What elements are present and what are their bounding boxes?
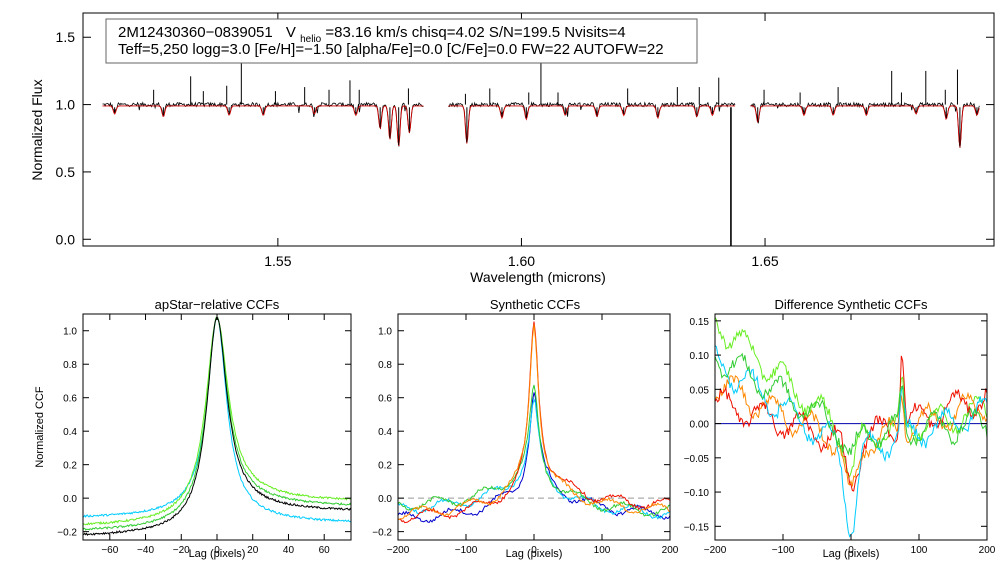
difference-ccf-ytick-label: −0.15: [684, 522, 710, 533]
apstar-ccf-plot-area: [82, 315, 352, 536]
apstar-ccf-ytick-label: 0.4: [63, 427, 77, 438]
difference-ccf-title: Difference Synthetic CCFs: [775, 297, 928, 312]
synthetic-ccf-plot-area: [397, 321, 671, 524]
info-line-1: 2M12430360−0839051 V helio =83.16 km/s c…: [118, 24, 626, 46]
difference-ccf-ytick-label: 0.15: [690, 317, 710, 328]
apstar-ccf-x-ticks: −60 −40 −20 0 20 40 60: [101, 314, 330, 556]
model-spectrum-chip-3: [750, 105, 980, 148]
apstar-ccf-xtick-label: −20: [173, 545, 190, 556]
difference-ccf-line-green: [714, 317, 988, 478]
spectrum-ytick-label: 0.0: [56, 231, 76, 247]
spectrum-y-ticks: 0.0 0.5 1.0 1.5: [56, 29, 994, 247]
spectrum-x-ticks: 1.55 1.60 1.65: [264, 13, 779, 269]
synthetic-ccf-line-green: [397, 384, 671, 517]
info-box: 2M12430360−0839051 V helio =83.16 km/s c…: [105, 18, 698, 64]
apstar-ccf-ytick-label: 0.2: [63, 461, 77, 472]
difference-ccf-ytick-label: 0.05: [690, 385, 710, 396]
spectrum-panel: 1.55 1.60 1.65 0.0 0.5 1.0 1.5 Wavelength (mi…: [29, 12, 995, 285]
apstar-ccf-xtick-label: 20: [247, 545, 259, 556]
apstar-ccf-xtick-label: 40: [283, 545, 295, 556]
synthetic-ccf-frame: [397, 313, 671, 541]
difference-ccf-x-ticks: −200 −100 0 100 200: [704, 314, 996, 556]
apstar-ccf-ytick-label: 0.0: [63, 494, 77, 505]
synthetic-ccf-xtick-label: 200: [662, 545, 679, 556]
difference-ccf-ytick-label: 0.10: [690, 351, 710, 362]
difference-ccf-xtick-label: −200: [704, 545, 727, 556]
synthetic-ccf-xtick-label: 0: [531, 545, 537, 556]
stats-text: =83.16 km/s chisq=4.02 S/N=199.5 Nvisits…: [325, 24, 625, 41]
difference-ccf-x-label: Lag (pixels): [823, 548, 880, 560]
apstar-ccf-xtick-label: −40: [137, 545, 154, 556]
synthetic-ccf-line-red: [397, 321, 671, 524]
difference-ccf-xtick-label: 200: [979, 545, 996, 556]
synthetic-ccf-ytick-label: 0.4: [378, 427, 392, 438]
synthetic-ccf-xtick-label: 100: [594, 545, 611, 556]
apstar-ccf-y-ticks: −0.2 0.0 0.2 0.4 0.6 0.8 1.0: [57, 327, 351, 539]
spectrum-xtick-label: 1.55: [264, 253, 291, 269]
synthetic-ccf-ytick-label: 0.0: [378, 494, 392, 505]
synthetic-ccf-line-cyan: [397, 397, 671, 520]
apstar-ccf-ytick-label: 1.0: [63, 327, 77, 338]
info-line-2: Teff=5,250 logg=3.0 [Fe/H]=−1.50 [alpha/…: [118, 41, 664, 58]
apstar-ccf-x-label: Lag (pixels): [189, 548, 246, 560]
spectrum-x-label: Wavelength (microns): [470, 269, 606, 285]
synthetic-ccf-ytick-label: 0.6: [378, 394, 392, 405]
apstar-ccf-title: apStar−relative CCFs: [155, 297, 280, 312]
apstar-ccf-xtick-label: −60: [101, 545, 118, 556]
synthetic-ccf-ytick-label: −0.2: [372, 528, 392, 539]
apstar-ccf-line-visit2: [82, 316, 352, 526]
synthetic-ccf-title: Synthetic CCFs: [490, 297, 581, 312]
apstar-ccf-line-visit3: [82, 316, 352, 531]
spectrum-xtick-label: 1.65: [751, 253, 778, 269]
apstar-ccf-panel: apStar−relative CCFs −60 −40 −20 0 20 40 60 −0…: [34, 297, 352, 560]
apstar-ccf-ytick-label: 0.8: [63, 360, 77, 371]
synthetic-ccf-xtick-label: −100: [455, 545, 478, 556]
difference-ccf-y-ticks: −0.15 −0.10 −0.05 0.00 0.05 0.10 0.15: [684, 317, 987, 533]
apstar-ccf-line-visit1: [82, 317, 352, 523]
difference-ccf-line-lime: [714, 352, 988, 456]
apstar-ccf-y-label: Normalized CCF: [34, 386, 46, 468]
synthetic-ccf-xtick-label: −200: [387, 545, 410, 556]
synthetic-ccf-ytick-label: 1.0: [378, 327, 392, 338]
apstar-ccf-frame: [82, 313, 352, 541]
spectrum-ytick-label: 1.5: [56, 29, 76, 45]
apstar-ccf-xtick-label: 60: [319, 545, 331, 556]
model-spectrum-chip-1: [102, 105, 424, 146]
synthetic-ccf-panel: Synthetic CCFs −200 −100 0 100 200 −0.2 0.0 0.…: [372, 297, 679, 560]
synthetic-ccf-line-orange: [397, 324, 671, 520]
synthetic-ccf-x-label: Lag (pixels): [506, 548, 563, 560]
spectrum-xtick-label: 1.60: [508, 253, 535, 269]
spectrum-ytick-label: 0.5: [56, 164, 76, 180]
model-spectrum-chip-2: [448, 105, 736, 144]
difference-ccf-ytick-label: −0.05: [684, 454, 710, 465]
v-subscript: helio: [300, 34, 322, 45]
difference-ccf-xtick-label: 0: [848, 545, 854, 556]
difference-ccf-line-cyan: [714, 345, 988, 538]
synthetic-ccf-ytick-label: 0.2: [378, 461, 392, 472]
difference-ccf-panel: Difference Synthetic CCFs −200 −100 0 100 20…: [684, 297, 996, 560]
spectrum-y-label: Normalized Flux: [29, 79, 45, 180]
observed-spectrum-chip-2: [448, 101, 736, 142]
synthetic-ccf-ytick-label: 0.8: [378, 360, 392, 371]
spectrum-ytick-label: 1.0: [56, 97, 76, 113]
difference-ccf-line-orange: [714, 375, 988, 487]
v-symbol: V: [286, 24, 296, 41]
spectrum-plot-area: [102, 57, 980, 246]
apstar-ccf-ytick-label: −0.2: [57, 528, 77, 539]
apstar-ccf-line-visit4: [82, 315, 352, 536]
difference-ccf-plot-area: [714, 317, 988, 538]
difference-ccf-ytick-label: 0.00: [690, 420, 710, 431]
spectrum-frame: [82, 12, 995, 247]
star-id: 2M12430360−0839051: [118, 24, 273, 41]
info-box-frame: [105, 18, 698, 64]
synthetic-ccf-line-blue: [397, 392, 671, 523]
synthetic-ccf-y-ticks: −0.2 0.0 0.2 0.4 0.6 0.8 1.0: [372, 327, 670, 539]
difference-ccf-ytick-label: −0.10: [684, 488, 710, 499]
apstar-ccf-xtick-label: 0: [214, 545, 220, 556]
difference-ccf-xtick-label: −100: [772, 545, 795, 556]
apstar-ccf-ytick-label: 0.6: [63, 394, 77, 405]
difference-ccf-xtick-label: 100: [911, 545, 928, 556]
synthetic-ccf-x-ticks: −200 −100 0 100 200: [387, 314, 679, 556]
